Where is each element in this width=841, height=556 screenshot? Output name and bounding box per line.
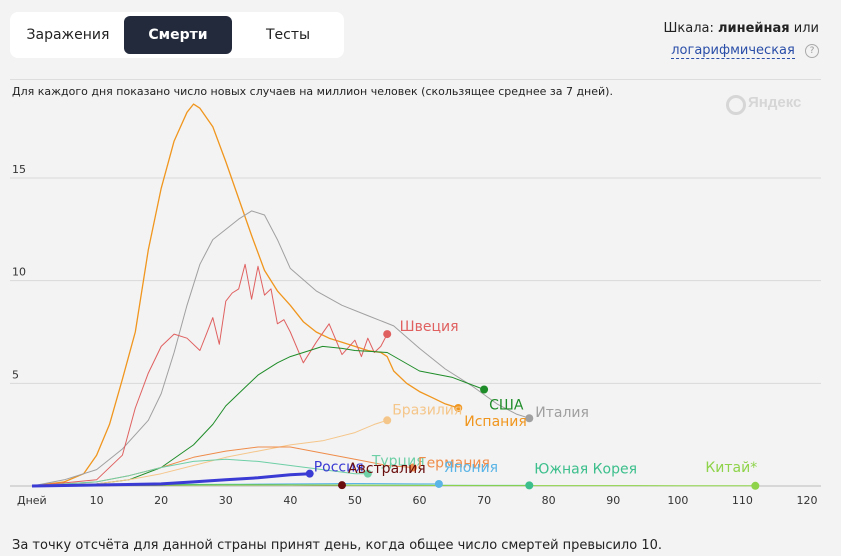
footnote: За точку отсчёта для данной страны приня… — [12, 538, 662, 553]
series-end-point — [525, 481, 534, 490]
x-tick-label: 10 — [90, 494, 104, 507]
series-end-point — [525, 414, 534, 423]
x-tick-label: 60 — [413, 494, 427, 507]
series-end-point — [480, 385, 489, 394]
series-end-point — [363, 469, 372, 478]
series-end-point — [305, 469, 314, 478]
series-label: Италия — [535, 405, 589, 421]
x-tick-label: 40 — [283, 494, 297, 507]
series-end-point — [383, 416, 392, 425]
yandex-logo-icon — [726, 95, 746, 115]
series-label: Турция — [371, 454, 425, 470]
x-tick-label: 70 — [477, 494, 491, 507]
series-line — [31, 103, 459, 487]
tab-tests[interactable]: Тесты — [265, 27, 311, 43]
scale-linear-option[interactable]: линейная — [718, 21, 790, 36]
series-label: Германия — [418, 456, 490, 472]
series-label: Бразилия — [392, 402, 462, 418]
series-end-point — [751, 481, 760, 490]
y-tick-label: 10 — [12, 266, 26, 279]
scale-prefix: Шкала: — [663, 21, 714, 36]
x-axis-label: Дней — [17, 494, 47, 507]
x-tick-label: 90 — [606, 494, 620, 507]
tab-deaths[interactable]: Смерти — [124, 16, 232, 54]
series-label: Швеция — [400, 319, 459, 335]
x-tick-label: 20 — [154, 494, 168, 507]
divider — [10, 79, 821, 80]
series-label: Южная Корея — [534, 461, 637, 477]
x-tick-label: 120 — [797, 494, 818, 507]
tab-switcher: Заражения Смерти Тесты — [10, 12, 344, 58]
series-end-point — [434, 479, 443, 488]
x-tick-label: 110 — [732, 494, 753, 507]
help-icon[interactable]: ? — [805, 44, 819, 58]
series-label: Россия — [314, 460, 364, 476]
series-line — [31, 419, 388, 487]
x-tick-label: 30 — [219, 494, 233, 507]
series-end-point — [454, 403, 463, 412]
x-tick-label: 50 — [348, 494, 362, 507]
y-tick-label: 5 — [12, 368, 19, 381]
series-end-point — [409, 463, 418, 472]
tab-infections[interactable]: Заражения — [26, 27, 110, 43]
scale-selector: Шкала: линейная или логарифмическая ? — [663, 18, 819, 62]
scale-or: или — [793, 21, 819, 36]
series-line — [31, 458, 368, 487]
series-label: Китай* — [705, 460, 757, 476]
series-label: Испания — [464, 414, 527, 430]
series-label: Япония — [444, 460, 498, 476]
series-end-point — [338, 481, 346, 490]
series-line — [31, 472, 310, 488]
series-label: Австралия — [348, 461, 426, 477]
series-line — [31, 210, 530, 487]
series-end-point — [383, 330, 392, 339]
yandex-logo-text: Яндекс — [748, 94, 802, 111]
x-tick-label: 80 — [542, 494, 556, 507]
scale-log-option[interactable]: логарифмическая — [671, 43, 795, 59]
chart-description: Для каждого дня показано число новых слу… — [12, 85, 613, 98]
series-label: США — [489, 398, 524, 414]
y-tick-label: 15 — [12, 163, 26, 176]
series-line — [31, 263, 388, 487]
x-tick-label: 100 — [667, 494, 688, 507]
